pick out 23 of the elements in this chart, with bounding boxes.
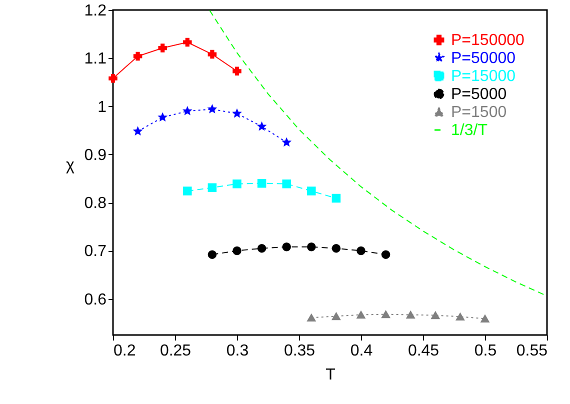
y-tick-label: 1: [98, 98, 107, 116]
legend-label: P=50000: [451, 50, 516, 67]
x-axis-title: T: [326, 366, 336, 384]
x-tick-label: 0.3: [226, 342, 249, 360]
x-tick-label: 0.5: [474, 342, 497, 360]
y-axis-title: χ: [66, 157, 76, 174]
x-tick-label: 0.25: [160, 342, 192, 360]
y-tick-label: 1.1: [84, 50, 107, 68]
legend-label: 1/3/T: [451, 122, 488, 139]
y-tick-label: 0.9: [84, 146, 107, 164]
x-tick-label: 0.55: [516, 342, 548, 360]
x-tick-label: 0.45: [408, 342, 440, 360]
legend-label: P=1500: [451, 104, 507, 121]
legend-label: P=5000: [451, 86, 507, 103]
y-tick-label: 0.6: [84, 291, 107, 308]
x-tick-label: 0.35: [284, 342, 316, 360]
y-tick-label: 0.8: [84, 195, 107, 212]
legend-label: P=15000: [451, 68, 516, 85]
y-tick-label: 1.2: [84, 2, 107, 20]
legend-label: P=150000: [451, 32, 525, 49]
y-tick-label: 0.7: [84, 243, 107, 260]
x-tick-label: 0.4: [350, 342, 373, 360]
x-tick-label: 0.2: [114, 342, 136, 360]
